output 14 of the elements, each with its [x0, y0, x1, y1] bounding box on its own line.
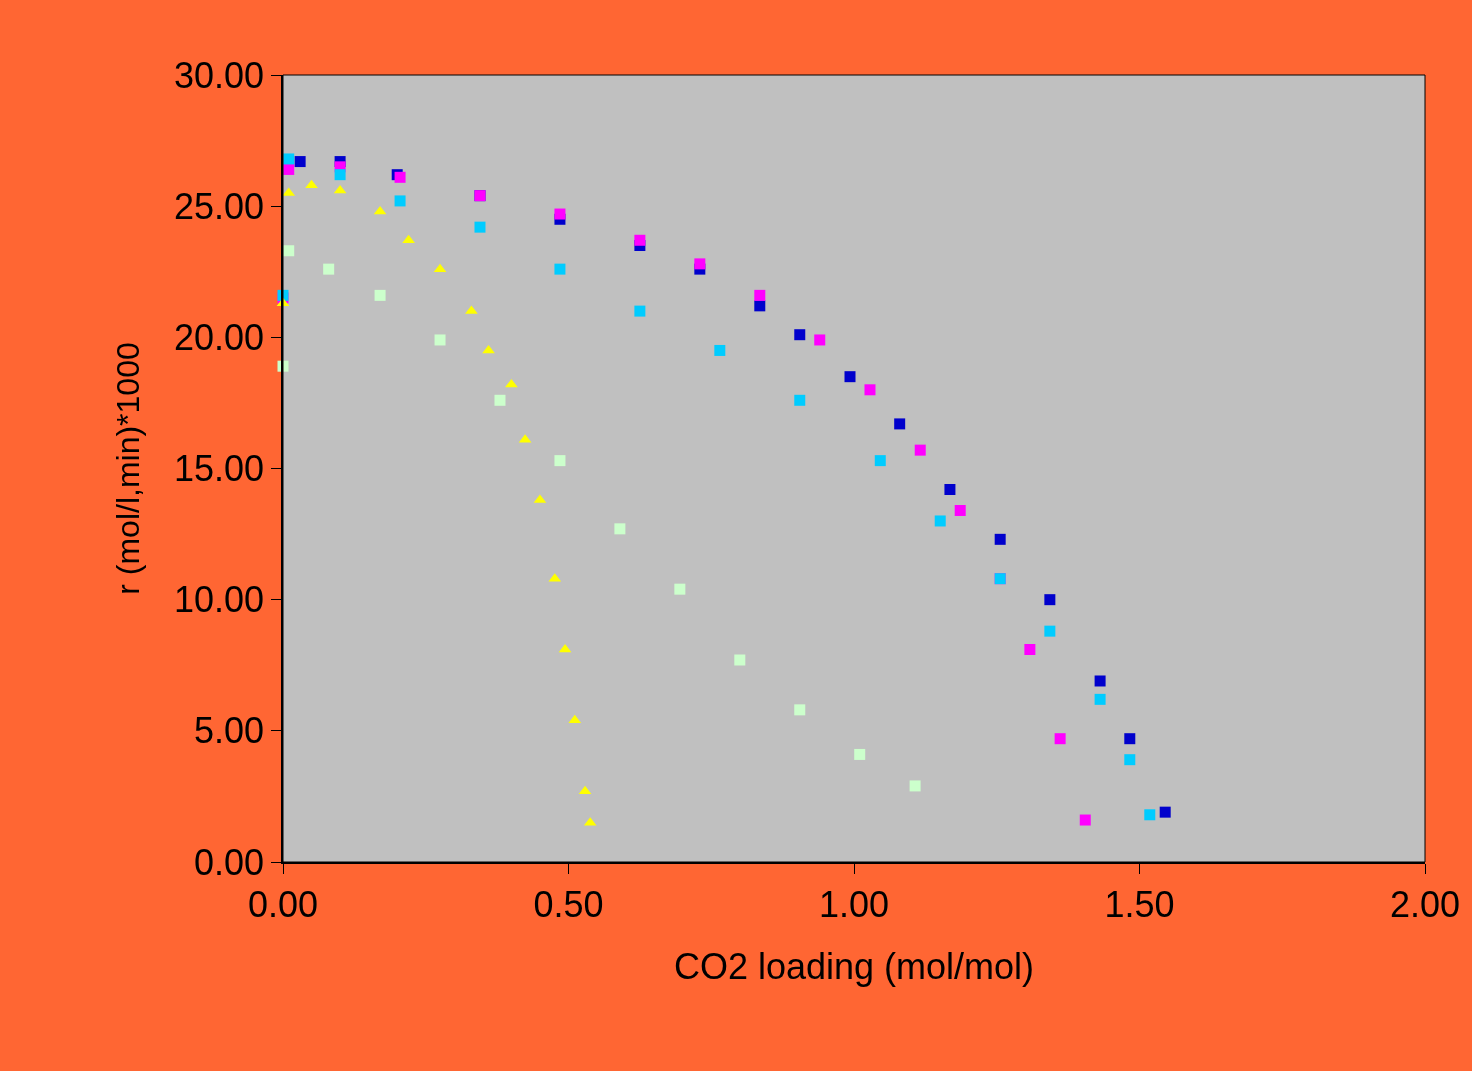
x-tick-label: 1.00: [818, 883, 890, 925]
y-axis-title: r (mol/l,min)*1000: [109, 342, 146, 595]
x-tick-label: 1.50: [1104, 883, 1175, 925]
y-tick-label: 5.00: [193, 710, 265, 752]
x-tick-label: 0.50: [533, 883, 604, 925]
y-tick-label: 15.00: [173, 448, 265, 490]
y-tick-label: 30.00: [173, 54, 265, 96]
x-tick-label: 2.00: [1389, 883, 1461, 925]
x-axis-title: CO2 loading (mol/mol): [673, 946, 1035, 988]
y-tick-label: 25.00: [173, 185, 265, 227]
x-tick-label: 0.00: [247, 883, 319, 925]
y-tick-label: 0.00: [193, 841, 265, 883]
y-tick-label: 20.00: [173, 316, 265, 358]
y-tick-label: 10.00: [173, 579, 265, 621]
